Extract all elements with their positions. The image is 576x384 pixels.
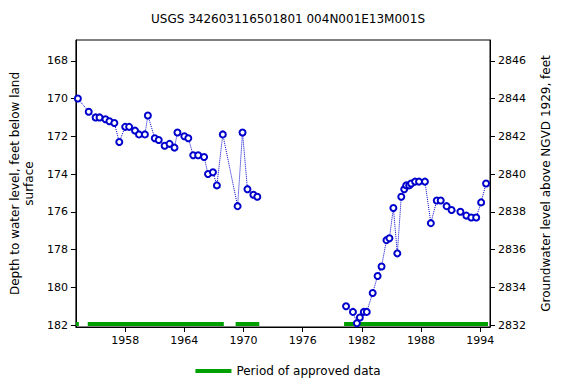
svg-text:2846: 2846 bbox=[498, 54, 526, 67]
svg-text:2842: 2842 bbox=[498, 130, 526, 143]
svg-text:1958: 1958 bbox=[111, 334, 139, 347]
svg-text:170: 170 bbox=[47, 92, 68, 105]
svg-text:2840: 2840 bbox=[498, 168, 526, 181]
svg-text:1970: 1970 bbox=[230, 334, 258, 347]
svg-text:2834: 2834 bbox=[498, 281, 526, 294]
svg-text:174: 174 bbox=[47, 168, 68, 181]
svg-text:2838: 2838 bbox=[498, 205, 526, 218]
svg-text:1964: 1964 bbox=[170, 334, 198, 347]
svg-text:USGS 342603116501801 004N001E1: USGS 342603116501801 004N001E13M001S bbox=[151, 12, 425, 26]
svg-text:surface: surface bbox=[22, 161, 36, 205]
svg-text:Period of approved data: Period of approved data bbox=[236, 364, 380, 378]
svg-text:178: 178 bbox=[47, 243, 68, 256]
svg-text:172: 172 bbox=[47, 130, 68, 143]
svg-text:2832: 2832 bbox=[498, 319, 526, 332]
svg-text:Groundwater level above NGVD 1: Groundwater level above NGVD 1929, feet bbox=[539, 55, 553, 312]
svg-text:180: 180 bbox=[47, 281, 68, 294]
svg-text:176: 176 bbox=[47, 205, 68, 218]
svg-text:2844: 2844 bbox=[498, 92, 526, 105]
svg-text:2836: 2836 bbox=[498, 243, 526, 256]
svg-text:168: 168 bbox=[47, 54, 68, 67]
svg-text:1994: 1994 bbox=[466, 334, 494, 347]
svg-text:Depth to water level, feet bel: Depth to water level, feet below land bbox=[8, 72, 22, 295]
svg-text:1988: 1988 bbox=[407, 334, 435, 347]
svg-text:1976: 1976 bbox=[289, 334, 317, 347]
svg-text:1982: 1982 bbox=[348, 334, 376, 347]
svg-text:182: 182 bbox=[47, 319, 68, 332]
